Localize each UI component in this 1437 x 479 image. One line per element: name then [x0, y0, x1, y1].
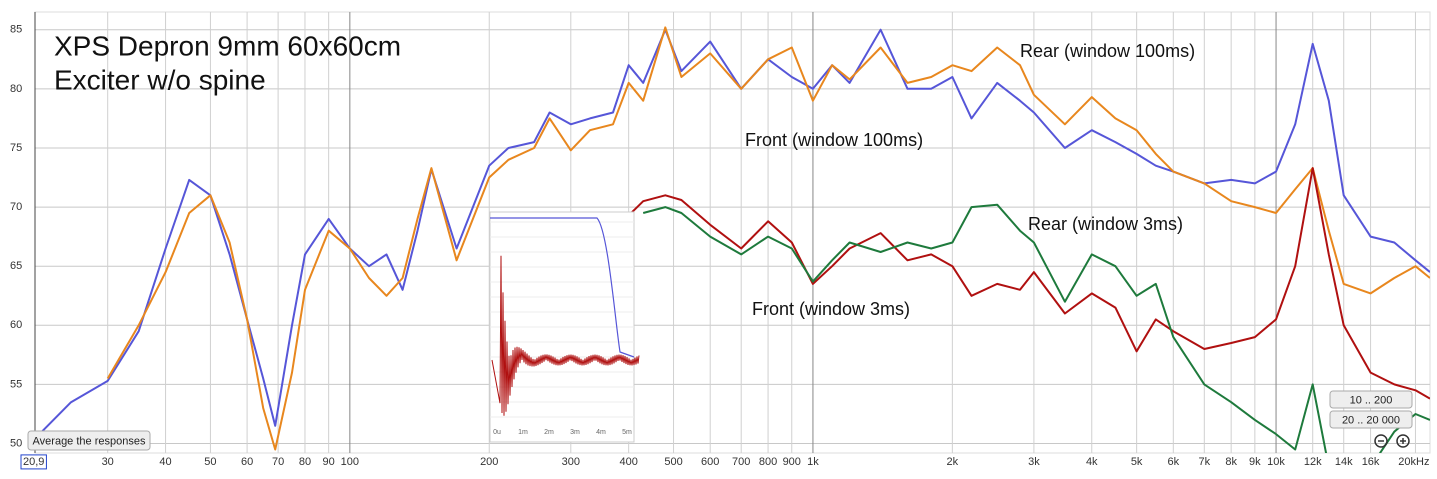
- x-tick-label: 400: [619, 456, 637, 468]
- x-tick-label: 14k: [1335, 456, 1353, 468]
- series-line: [642, 203, 1430, 453]
- average-button[interactable]: [27, 430, 151, 451]
- y-tick-label: 85: [10, 24, 22, 36]
- zoom-icon[interactable]: [1396, 434, 1410, 448]
- range-button[interactable]: [1329, 390, 1413, 409]
- annotation: Rear (window 3ms): [1028, 214, 1183, 234]
- annotation: Rear (window 100ms): [1020, 41, 1195, 61]
- range-button-label[interactable]: 20 .. 20 000: [1342, 414, 1400, 426]
- inset-tick-label: 4m: [596, 429, 606, 436]
- annotation: Front (window 3ms): [752, 299, 910, 319]
- x-tick-label: 600: [701, 456, 719, 468]
- chart-title: Exciter w/o spine: [54, 64, 266, 95]
- zoom-icon[interactable]: [1374, 434, 1388, 448]
- x-tick-label: 9k: [1249, 456, 1261, 468]
- x-tick-label: 7k: [1198, 456, 1210, 468]
- x-tick-label: 70: [272, 456, 284, 468]
- x-tick-label: 900: [783, 456, 801, 468]
- zoom-icon-glyph: [1400, 438, 1406, 444]
- x-tick-label: 10k: [1267, 456, 1285, 468]
- y-tick-label: 50: [10, 437, 22, 449]
- x-tick-label: 50: [204, 456, 216, 468]
- x-tick-label: 100: [341, 456, 359, 468]
- inset-tick-label: 3m: [570, 429, 580, 436]
- x-start-box[interactable]: [20, 454, 47, 470]
- x-tick-label: 800: [759, 456, 777, 468]
- x-tick-label: 3k: [1028, 456, 1040, 468]
- x-tick-label: 80: [299, 456, 311, 468]
- range-button-label[interactable]: 10 .. 200: [1350, 394, 1393, 406]
- x-tick-label: 5k: [1131, 456, 1143, 468]
- inset-impulse: [491, 255, 640, 416]
- x-tick-label: 1k: [807, 456, 819, 468]
- annotation: Front (window 100ms): [745, 130, 923, 150]
- series-line: [106, 26, 1430, 451]
- x-tick-label: 700: [732, 456, 750, 468]
- y-tick-label: 60: [10, 319, 22, 331]
- inset-tick-label: 2m: [544, 429, 554, 436]
- x-tick-label: 8k: [1225, 456, 1237, 468]
- y-tick-label: 65: [10, 260, 22, 272]
- average-button-label[interactable]: Average the responses: [33, 435, 146, 447]
- y-tick-label: 75: [10, 142, 22, 154]
- range-button[interactable]: [1329, 410, 1413, 429]
- x-tick-label: 30: [102, 456, 114, 468]
- inset-window: [490, 217, 635, 358]
- inset-tick-label: 0u: [493, 429, 501, 436]
- x-tick-label: 6k: [1167, 456, 1179, 468]
- y-tick-label: 70: [10, 201, 22, 213]
- x-tick-label: 60: [241, 456, 253, 468]
- y-tick-label: 80: [10, 83, 22, 95]
- impulse-inset: 0u 1m 2m 3m 4m 5m: [489, 211, 640, 443]
- x-tick-label: 4k: [1086, 456, 1098, 468]
- inset-tick-label: 1m: [518, 429, 528, 436]
- y-tick-label: 55: [10, 378, 22, 390]
- x-tick-label: 300: [562, 456, 580, 468]
- series-line: [628, 167, 1430, 400]
- x-tick-label: 40: [159, 456, 171, 468]
- x-tick-label: 20kHz: [1398, 456, 1429, 468]
- x-tick-label: 12k: [1304, 456, 1322, 468]
- x-tick-label: 200: [480, 456, 498, 468]
- chart-title: XPS Depron 9mm 60x60cm: [54, 30, 401, 61]
- x-tick-label: 20,9: [23, 456, 44, 468]
- x-tick-label: 16k: [1362, 456, 1380, 468]
- x-tick-label: 500: [664, 456, 682, 468]
- inset-tick-label: 5m: [622, 429, 632, 436]
- plot-area: [34, 11, 1431, 454]
- x-tick-label: 2k: [947, 456, 959, 468]
- x-tick-label: 90: [323, 456, 335, 468]
- series-line: [35, 28, 1430, 439]
